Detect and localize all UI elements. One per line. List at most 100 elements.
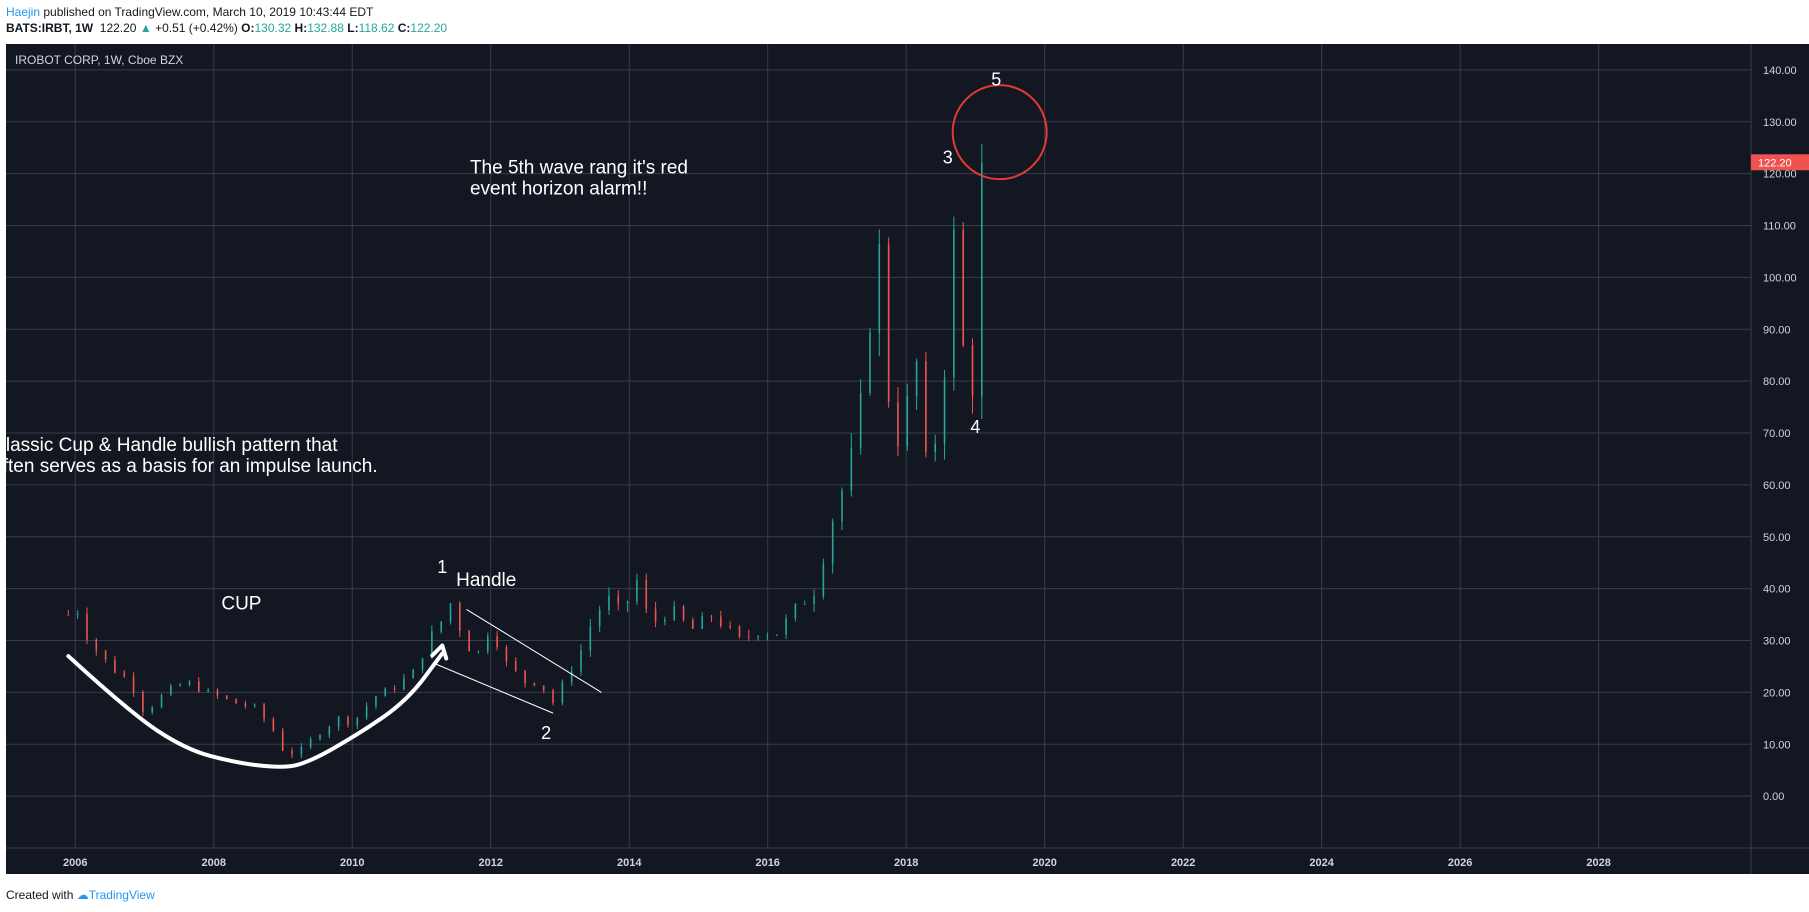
y-tick-label: 30.00 — [1763, 636, 1791, 648]
candle-body — [412, 669, 415, 679]
x-tick-label: 2014 — [617, 857, 642, 869]
candle-body — [170, 685, 172, 695]
candle-body — [477, 651, 480, 653]
candle-body — [132, 676, 135, 693]
candle-body — [253, 704, 256, 707]
candle-body — [915, 361, 918, 397]
candle-body — [738, 626, 741, 637]
candle-body — [235, 698, 237, 704]
cup-arrowhead — [430, 643, 449, 661]
wave-label-4: 4 — [970, 417, 980, 437]
handle-lower-line — [435, 663, 554, 714]
candle-body — [347, 716, 349, 726]
candle-body — [468, 631, 470, 652]
candle-body — [67, 614, 70, 616]
wave-note-line2: event horizon alarm!! — [470, 178, 647, 199]
candle-body — [673, 606, 676, 620]
candle-body — [617, 595, 620, 604]
candle-body — [841, 490, 843, 522]
candle-body — [803, 603, 806, 605]
footer-brand-link[interactable]: TradingView — [88, 888, 155, 902]
candle-body — [636, 580, 638, 602]
y-tick-label: 90.00 — [1763, 324, 1791, 336]
y-tick-label: 100.00 — [1763, 272, 1797, 284]
tradingview-logo-icon[interactable]: ☁ — [76, 888, 89, 902]
candle-body — [850, 447, 853, 491]
candle-body — [384, 688, 387, 697]
high-label: H: — [294, 21, 308, 35]
candle-body — [664, 619, 666, 622]
candle-body — [198, 681, 200, 692]
candle-body — [151, 707, 154, 713]
cup-label: CUP — [221, 593, 261, 614]
candle-body — [95, 639, 98, 651]
low-value: 118.62 — [358, 21, 395, 35]
candle-body — [580, 650, 582, 672]
x-tick-label: 2022 — [1171, 857, 1195, 869]
candle-body — [542, 685, 545, 691]
x-tick-label: 2012 — [478, 857, 502, 869]
candle-body — [356, 717, 359, 726]
candle-body — [775, 634, 778, 636]
wave-label-3: 3 — [943, 147, 953, 167]
handle-label: Handle — [456, 570, 516, 591]
x-tick-label: 2020 — [1032, 857, 1056, 869]
candle-body — [701, 616, 703, 629]
close-label: C: — [397, 21, 411, 35]
candle-body — [486, 636, 489, 652]
candle-body — [822, 564, 825, 597]
candle-body — [440, 621, 442, 632]
candle-body — [561, 682, 564, 704]
candle-body — [925, 361, 927, 453]
y-tick-label: 130.00 — [1763, 117, 1797, 129]
x-tick-label: 2010 — [340, 857, 364, 869]
symbol-label: BATS:IRBT, 1W — [6, 21, 94, 35]
candle-body — [971, 345, 974, 397]
candle-body — [692, 619, 694, 629]
candle-body — [729, 625, 731, 627]
chart-background — [6, 44, 1809, 874]
candle-body — [682, 606, 685, 620]
candle-body — [831, 521, 834, 565]
y-tick-label: 20.00 — [1763, 687, 1791, 699]
candle-body — [291, 750, 293, 755]
candle-body — [962, 229, 964, 346]
candle-body — [570, 671, 573, 683]
candle-body — [859, 393, 862, 448]
candle-body — [645, 580, 648, 610]
x-tick-label: 2024 — [1309, 857, 1334, 869]
candle-body — [393, 688, 396, 690]
candle-body — [375, 696, 377, 706]
y-tick-label: 60.00 — [1763, 480, 1791, 492]
candle-body — [589, 626, 592, 651]
y-tick-label: 0.00 — [1763, 791, 1784, 803]
candle-body — [934, 443, 937, 453]
candle-body — [897, 401, 899, 447]
author-link[interactable]: Haejin — [6, 5, 41, 19]
candle-body — [505, 647, 508, 661]
high-value: 132.88 — [307, 21, 344, 35]
candle-body — [76, 613, 79, 615]
up-arrow-icon: ▲ — [139, 21, 152, 35]
x-tick-label: 2026 — [1448, 857, 1472, 869]
y-tick-label: 50.00 — [1763, 532, 1791, 544]
candle-body — [794, 604, 797, 618]
y-tick-label: 10.00 — [1763, 739, 1791, 751]
candle-body — [943, 377, 946, 444]
y-tick-label: 70.00 — [1763, 428, 1791, 440]
candle-body — [869, 332, 871, 394]
candle-body — [421, 657, 424, 670]
y-tick-label: 140.00 — [1763, 65, 1797, 77]
candle-body — [337, 716, 340, 727]
price-change: +0.51 (+0.42%) — [155, 21, 238, 35]
candle-body — [225, 695, 228, 699]
candle-body — [403, 678, 405, 690]
candle-body — [953, 229, 955, 378]
candle-body — [906, 396, 909, 447]
candle-body — [496, 636, 498, 648]
pattern-note-line1: Classic Cup & Handle bullish pattern tha… — [0, 435, 338, 456]
last-price-label: 122.20 — [1758, 157, 1792, 169]
cup-curve — [66, 651, 445, 769]
candle-body — [300, 747, 303, 755]
